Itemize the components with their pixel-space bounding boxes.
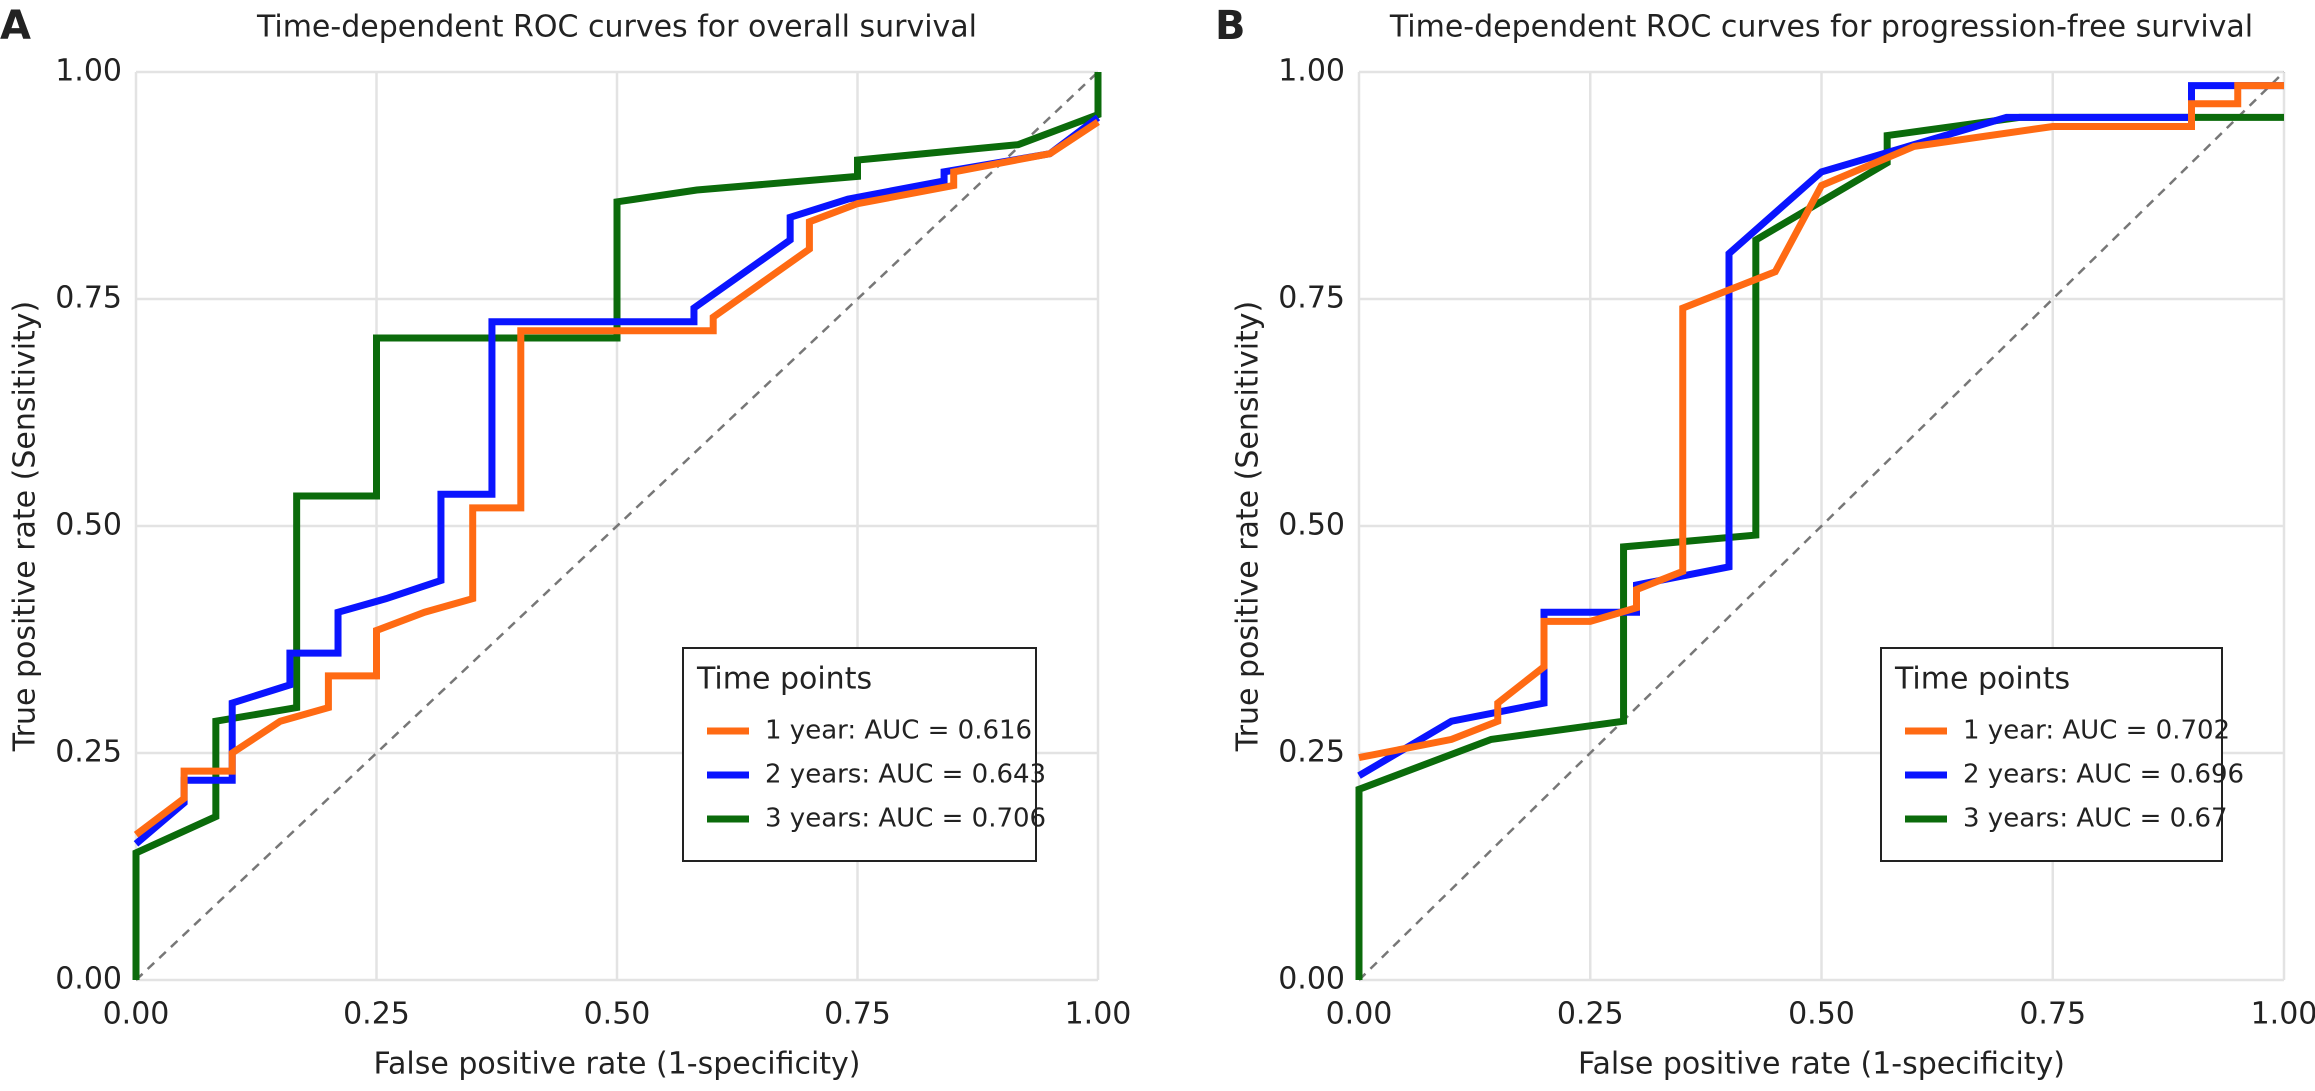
reference-diagonal <box>1358 71 2285 981</box>
x-tick-label: 0.25 <box>343 997 410 1032</box>
x-tick-label: 0.50 <box>1788 997 1855 1032</box>
y-tick-label: 0.25 <box>55 735 122 770</box>
x-axis-label: False positive rate (1-specificity) <box>1578 1047 2065 1082</box>
x-tick-label: 0.00 <box>103 997 170 1032</box>
legend-title: Time points <box>1894 662 2070 697</box>
legend-title: Time points <box>696 662 872 697</box>
legend-entry: 2 years: AUC = 0.643 <box>765 760 1046 790</box>
y-tick-label: 1.00 <box>55 54 122 89</box>
roc-curve <box>133 114 1101 847</box>
x-tick-label: 1.00 <box>1065 997 1132 1032</box>
y-tick-label: 0.25 <box>1278 735 1345 770</box>
y-tick-label: 0.50 <box>1278 508 1345 543</box>
y-tick-label: 1.00 <box>1278 54 1345 89</box>
x-tick-label: 0.75 <box>824 997 891 1032</box>
x-axis-label: False positive rate (1-specificity) <box>373 1047 860 1082</box>
chart-title: Time-dependent ROC curves for overall su… <box>256 10 977 45</box>
x-tick-label: 0.00 <box>1326 997 1393 1032</box>
legend-entry: 3 years: AUC = 0.706 <box>765 804 1046 834</box>
x-tick-label: 0.75 <box>2019 997 2086 1032</box>
roc-curve <box>1355 113 2284 980</box>
y-tick-label: 0.00 <box>1278 962 1345 997</box>
panel-label: B <box>1215 3 1246 49</box>
x-tick-label: 0.25 <box>1557 997 1624 1032</box>
roc-curve <box>133 119 1100 838</box>
chart-title: Time-dependent ROC curves for progressio… <box>1389 10 2253 45</box>
legend-box <box>1880 647 2223 862</box>
y-axis-label: True positive rate (Sensitivity) <box>8 301 43 753</box>
roc-curve <box>1358 82 2284 761</box>
x-tick-label: 0.50 <box>584 997 651 1032</box>
legend-entry: 1 year: AUC = 0.702 <box>1963 716 2230 746</box>
y-tick-label: 0.75 <box>1278 281 1345 316</box>
legend-box <box>682 647 1037 862</box>
legend-entry: 3 years: AUC = 0.67 <box>1963 804 2228 834</box>
legend-entry: 1 year: AUC = 0.616 <box>765 716 1032 746</box>
panel-label: A <box>0 3 31 49</box>
y-tick-label: 0.75 <box>55 281 122 316</box>
legend-entry: 2 years: AUC = 0.696 <box>1963 760 2244 790</box>
y-axis-label: True positive rate (Sensitivity) <box>1231 301 1266 753</box>
reference-diagonal <box>135 71 1099 981</box>
y-tick-label: 0.00 <box>55 962 122 997</box>
x-tick-label: 1.00 <box>2251 997 2315 1032</box>
y-tick-label: 0.50 <box>55 508 122 543</box>
